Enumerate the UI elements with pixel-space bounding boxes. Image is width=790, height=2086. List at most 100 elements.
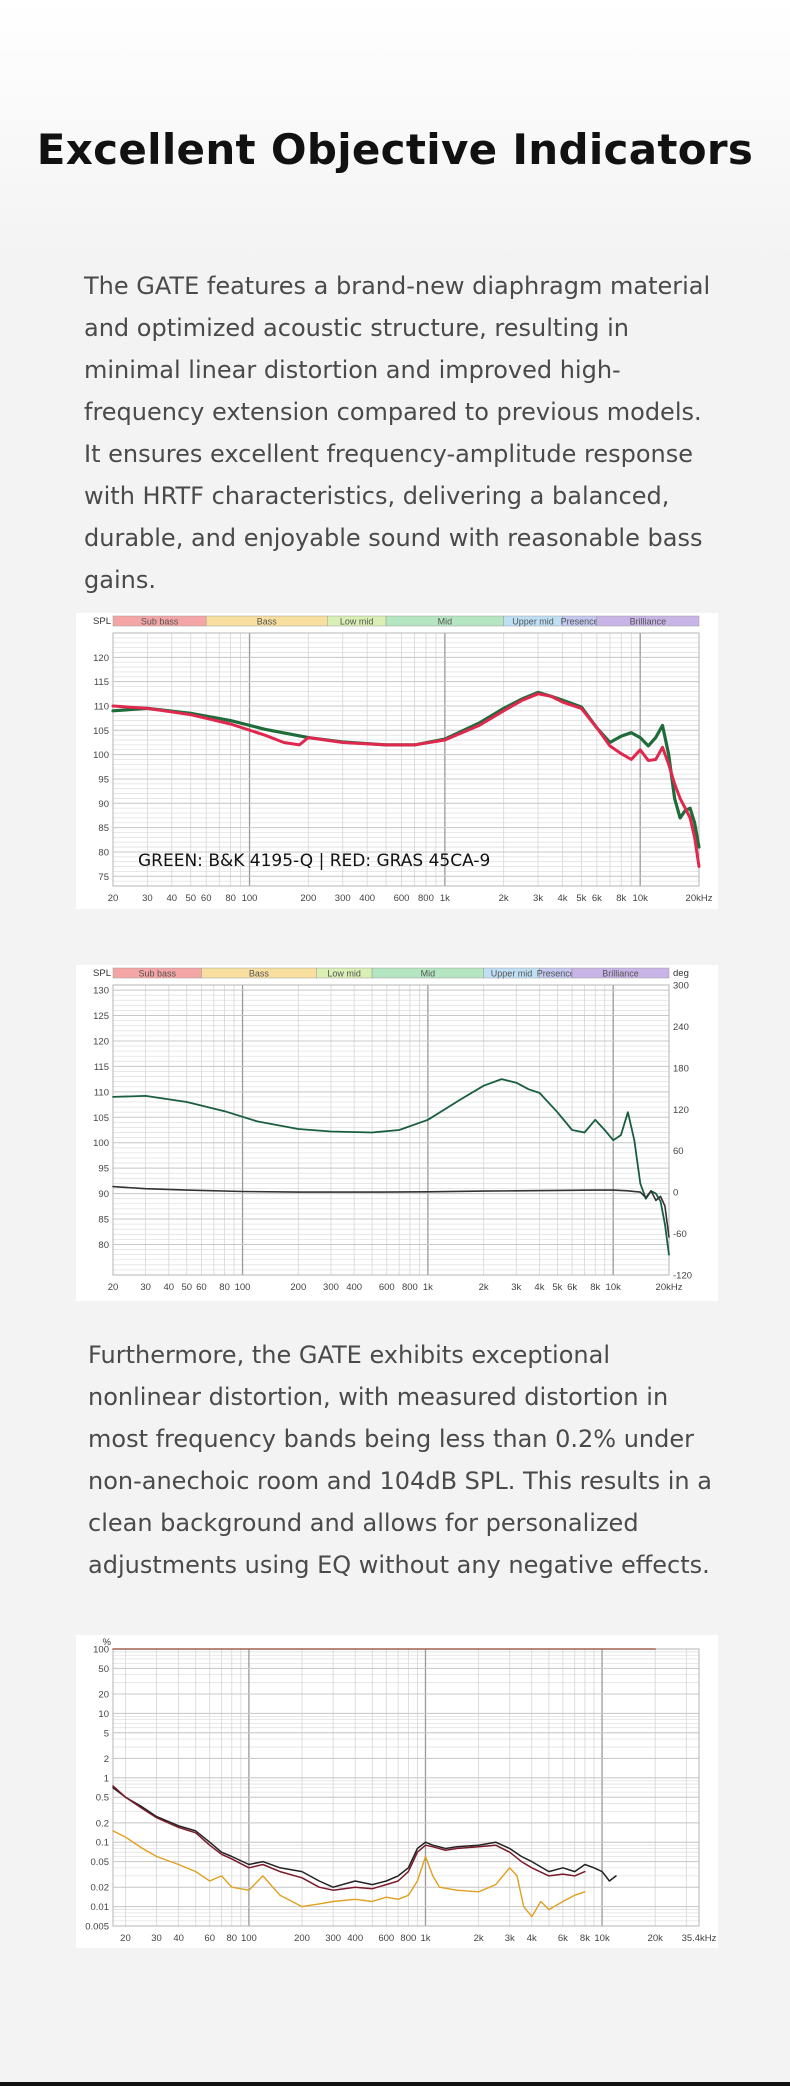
x-tick-label: 400 (346, 1282, 362, 1293)
x-tick-label: 100 (235, 1282, 251, 1293)
x-tick-label: 10k (594, 1933, 610, 1944)
x-tick-label: 5k (576, 893, 586, 904)
y-tick-label: 50 (98, 1664, 109, 1675)
y2-tick-label: 180 (673, 1063, 689, 1074)
x-tick-label: 35.4kHz (682, 1933, 717, 1944)
band-label: Upper mid (491, 969, 533, 979)
y-tick-label: 80 (98, 1240, 109, 1251)
x-tick-label: 20k (648, 1933, 664, 1944)
chart-svg: Sub bass Bass Low mid Mid Upper mid Presence B… (93, 967, 692, 1293)
y-tick-label: 115 (94, 1062, 109, 1073)
y-tick-label: 0.02 (91, 1883, 110, 1894)
band-label: Sub bass (138, 969, 176, 979)
y-tick-label: 5 (104, 1728, 109, 1739)
y-tick-label: 0.2 (96, 1818, 109, 1829)
x-tick-label: 800 (402, 1282, 418, 1293)
series-line-3 (112, 1785, 586, 1891)
band-label: Mid (421, 969, 436, 979)
x-tick-label: 200 (300, 893, 316, 904)
band-label: Presence (537, 969, 575, 979)
x-tick-label: 20 (120, 1933, 131, 1944)
chart-svg: 100 50 20 10 5 2 1 0.5 0.2 0.1 0.05 0.02 0.01 0.005% 2… (85, 1637, 717, 1944)
y-tick-label: 0.01 (91, 1902, 110, 1913)
x-tick-label: 6k (558, 1933, 568, 1944)
x-tick-label: 60 (204, 1933, 215, 1944)
y-tick-label: 105 (93, 1113, 109, 1124)
y-axis-label: SPL (93, 616, 111, 627)
y-axis-label: % (103, 1637, 112, 1648)
y-tick-label: 10 (98, 1709, 109, 1720)
plot-frame (112, 632, 700, 887)
chart-svg: Sub bass Bass Low mid Mid Upper mid Presence B… (93, 615, 713, 904)
x-tick-label: 8k (590, 1282, 600, 1293)
y-tick-label: 80 (98, 847, 109, 858)
frequency-phase-chart: Sub bass Bass Low mid Mid Upper mid Presence B… (76, 965, 718, 1301)
page-title: Excellent Objective Indicators (36, 125, 754, 174)
x-tick-label: 400 (347, 1933, 363, 1944)
x-tick-label: 300 (335, 893, 351, 904)
x-tick-label: 1k (423, 1282, 433, 1293)
y-tick-label: 100 (93, 750, 109, 761)
bottom-divider (0, 2082, 790, 2086)
band-label: Low mid (340, 617, 374, 627)
y2-tick-label: 300 (673, 981, 689, 992)
x-tick-label: 1k (440, 893, 450, 904)
y-tick-label: 95 (98, 1164, 109, 1175)
x-tick-label: 3k (511, 1282, 521, 1293)
x-tick-label: 4k (557, 893, 567, 904)
y-axis-label: SPL (93, 968, 111, 979)
x-tick-label: 50 (185, 893, 196, 904)
x-tick-label: 4k (534, 1282, 544, 1293)
x-tick-label: 80 (226, 1933, 237, 1944)
y-tick-label: 95 (98, 774, 109, 785)
x-tick-label: 200 (290, 1282, 306, 1293)
x-tick-label: 10k (633, 893, 649, 904)
x-tick-label: 40 (164, 1282, 175, 1293)
y2-tick-label: 240 (673, 1022, 689, 1033)
y2-axis-label: deg (673, 968, 689, 979)
x-tick-label: 4k (527, 1933, 537, 1944)
intro-paragraph: The GATE features a brand-new diaphragm … (84, 272, 711, 594)
x-tick-label: 20kHz (686, 893, 713, 904)
y2-tick-label: -60 (673, 1229, 687, 1240)
x-tick-label: 30 (142, 893, 153, 904)
y2-tick-label: 60 (673, 1146, 684, 1157)
series-line-2 (112, 1185, 670, 1238)
x-tick-label: 600 (379, 1282, 395, 1293)
y-tick-label: 115 (94, 677, 109, 688)
y-tick-label: 85 (98, 823, 109, 834)
x-tick-label: 8k (616, 893, 626, 904)
y-tick-label: 125 (93, 1011, 109, 1022)
y-tick-label: 20 (98, 1690, 109, 1701)
y-tick-label: 90 (98, 799, 109, 810)
x-tick-label: 800 (400, 1933, 416, 1944)
y-tick-label: 1 (104, 1773, 109, 1784)
y-tick-label: 0.005 (85, 1922, 109, 1933)
x-tick-label: 3k (505, 1933, 515, 1944)
x-tick-label: 60 (196, 1282, 207, 1293)
x-tick-label: 50 (181, 1282, 192, 1293)
band-brilliance (571, 967, 670, 979)
x-tick-label: 20kHz (656, 1282, 683, 1293)
band-label: Bass (249, 969, 270, 979)
x-tick-label: 400 (359, 893, 375, 904)
y-tick-label: 0.1 (96, 1838, 109, 1849)
y-tick-label: 100 (93, 1645, 109, 1656)
y-tick-label: 85 (98, 1215, 109, 1226)
y-tick-label: 75 (98, 872, 109, 883)
band-label: Low mid (327, 969, 361, 979)
x-tick-label: 1k (420, 1933, 430, 1944)
x-tick-label: 5k (552, 1282, 562, 1293)
distortion-paragraph: Furthermore, the GATE exhibits exception… (88, 1341, 712, 1579)
y-tick-label: 2 (104, 1754, 109, 1765)
band-brilliance (596, 615, 700, 627)
y2-tick-label: 0 (673, 1188, 678, 1199)
x-tick-label: 100 (241, 1933, 257, 1944)
x-tick-label: 60 (201, 893, 212, 904)
x-tick-label: 40 (173, 1933, 184, 1944)
y-tick-label: 120 (93, 653, 109, 664)
x-tick-label: 100 (242, 893, 258, 904)
x-tick-label: 2k (499, 893, 509, 904)
x-tick-label: 10k (606, 1282, 622, 1293)
plot-frame (112, 984, 670, 1276)
